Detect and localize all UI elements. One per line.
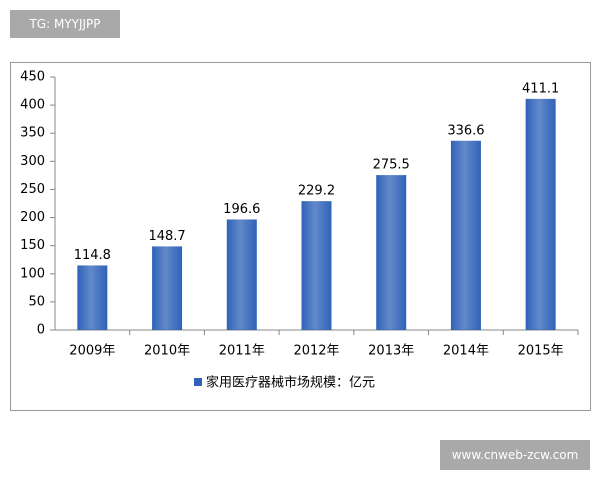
- y-tick-label: 50: [28, 294, 45, 309]
- data-label: 336.6: [447, 123, 484, 138]
- x-tick-label: 2011年: [219, 344, 265, 359]
- y-tick-label: 400: [20, 98, 45, 113]
- y-tick-label: 200: [20, 210, 45, 225]
- chart: 0 50 100 150 200 250 300 350 400 450 2009年 114.8 201…: [10, 62, 591, 411]
- bar: [376, 175, 407, 330]
- y-tick-label: 350: [20, 126, 45, 141]
- y-tick-label: 300: [20, 154, 45, 169]
- x-tick-label: 2010年: [144, 344, 190, 359]
- x-tick-label: 2013年: [368, 344, 414, 359]
- x-tick-label: 2015年: [518, 344, 564, 359]
- y-tick-label: 100: [20, 266, 45, 281]
- watermark-badge: www.cnweb-zcw.com: [440, 440, 590, 470]
- data-label: 196.6: [223, 202, 260, 217]
- y-tick-label: 250: [20, 182, 45, 197]
- x-tick-label: 2009年: [69, 344, 115, 359]
- bar: [152, 246, 183, 330]
- bar: [77, 265, 108, 330]
- bar: [301, 201, 332, 330]
- data-label: 229.2: [298, 184, 335, 199]
- data-label: 148.7: [148, 229, 185, 244]
- legend-label: 家用医疗器械市场规模：亿元: [206, 375, 375, 391]
- data-label: 411.1: [522, 81, 559, 96]
- y-tick-label: 450: [20, 70, 45, 85]
- chart-border: [10, 62, 591, 411]
- data-label: 114.8: [74, 248, 111, 263]
- legend-swatch: [194, 378, 202, 386]
- watermark-badge: TG: MYYJJPP: [10, 10, 120, 38]
- y-tick-label: 150: [20, 238, 45, 253]
- bar: [226, 219, 257, 330]
- x-tick-label: 2014年: [443, 344, 489, 359]
- data-label: 275.5: [373, 158, 410, 173]
- bar: [525, 98, 556, 330]
- x-tick-label: 2012年: [293, 344, 339, 359]
- bar: [450, 140, 481, 330]
- y-tick-label: 0: [37, 323, 45, 338]
